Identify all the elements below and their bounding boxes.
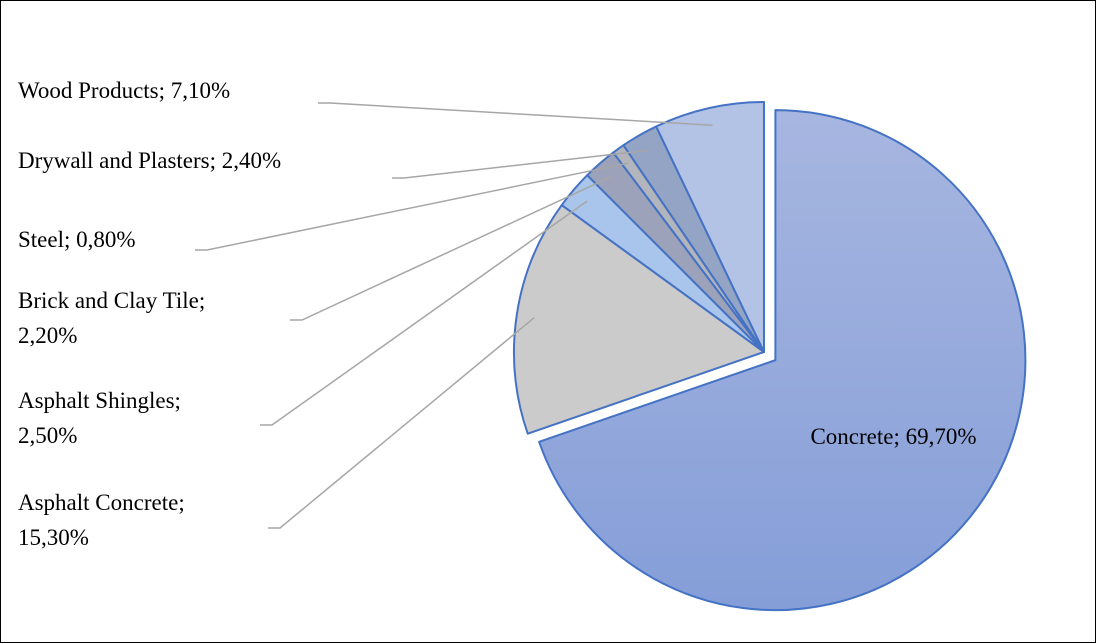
label-separator: ; <box>178 490 190 515</box>
label-value: 0,80% <box>76 227 135 252</box>
label-separator: ; <box>210 148 222 173</box>
label-value: 2,40% <box>222 148 281 173</box>
label-category: Asphalt Shingles <box>18 388 175 413</box>
label-category: Steel <box>18 227 64 252</box>
leader-line <box>195 162 629 251</box>
data-label: Steel; 0,80% <box>18 227 136 252</box>
label-value: 15,30% <box>18 525 89 550</box>
label-category: Concrete <box>810 424 893 449</box>
leader-line <box>268 317 535 529</box>
leader-line <box>318 102 713 127</box>
label-value: 7,10% <box>171 78 230 103</box>
data-label: Concrete; 69,70% <box>810 424 976 449</box>
label-category: Asphalt Concrete <box>18 490 178 515</box>
pie-slice <box>538 109 1027 612</box>
data-label: Wood Products; 7,10% <box>18 78 230 103</box>
label-separator: ; <box>64 227 76 252</box>
data-label: Drywall and Plasters; 2,40% <box>18 148 281 173</box>
label-value: 69,70% <box>906 424 977 449</box>
leader-line <box>260 200 588 426</box>
label-separator: ; <box>175 388 187 413</box>
label-separator: ; <box>199 288 211 313</box>
label-category: Wood Products <box>18 78 159 103</box>
data-label: Asphalt Shingles; 2,50% <box>18 388 187 448</box>
label-value: 2,50% <box>18 423 77 448</box>
label-category: Brick and Clay Tile <box>18 288 199 313</box>
pie-slice <box>513 204 765 435</box>
leader-line <box>290 175 612 321</box>
label-category: Drywall and Plasters <box>18 148 210 173</box>
data-label: Asphalt Concrete; 15,30% <box>18 490 190 550</box>
label-separator: ; <box>159 78 171 103</box>
label-separator: ; <box>893 424 905 449</box>
data-label: Brick and Clay Tile; 2,20% <box>18 288 211 348</box>
leader-line <box>392 149 649 179</box>
pie-slice <box>655 101 765 353</box>
label-value: 2,20% <box>18 323 77 348</box>
